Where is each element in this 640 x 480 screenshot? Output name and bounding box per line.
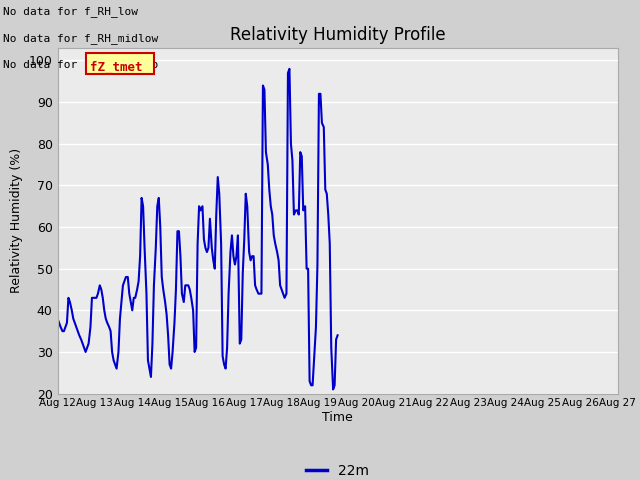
- Text: No data for f_RH_low: No data for f_RH_low: [3, 6, 138, 17]
- Text: No data for f_RH_midtop: No data for f_RH_midtop: [3, 59, 159, 70]
- Legend: 22m: 22m: [301, 458, 374, 480]
- Y-axis label: Relativity Humidity (%): Relativity Humidity (%): [10, 148, 23, 293]
- Text: fZ_tmet: fZ_tmet: [90, 61, 142, 74]
- Text: No data for f_RH_midlow: No data for f_RH_midlow: [3, 33, 159, 44]
- X-axis label: Time: Time: [322, 411, 353, 424]
- Title: Relativity Humidity Profile: Relativity Humidity Profile: [230, 25, 445, 44]
